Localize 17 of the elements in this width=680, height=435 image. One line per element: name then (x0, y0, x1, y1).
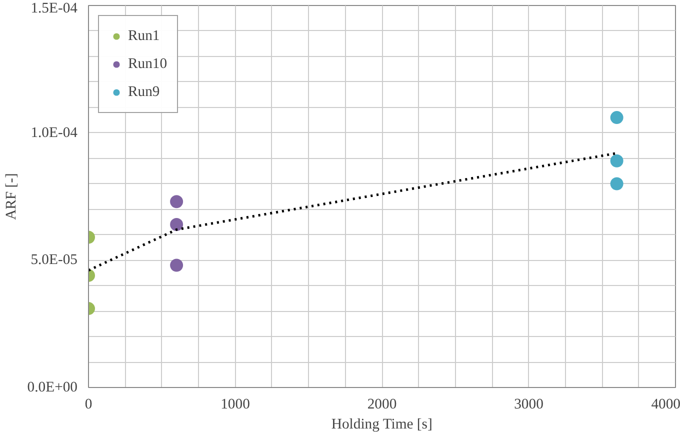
x-tick-label: 2000 (367, 396, 397, 412)
x-tick-label: 4000 (651, 396, 680, 412)
point (610, 154, 624, 168)
x-tick-label: 0 (84, 396, 92, 412)
y-axis-title: ARF [-] (3, 173, 20, 220)
y-tick-label: 1.0E-04 (30, 124, 78, 141)
legend-label: Run9 (128, 84, 160, 100)
x-tick-label: 1000 (220, 396, 250, 412)
legend-label: Run10 (128, 56, 168, 72)
y-tick-label: 1.5E-04 (30, 0, 78, 16)
x-tick-label: 3000 (514, 396, 544, 412)
point (610, 111, 624, 124)
point (610, 177, 624, 190)
legend-label: Run1 (128, 28, 160, 44)
y-tick-label: 5.0E-05 (30, 252, 78, 268)
x-axis-title: Holding Time [s] (331, 416, 432, 432)
y-tick-label: 0.0E+00 (27, 380, 78, 396)
